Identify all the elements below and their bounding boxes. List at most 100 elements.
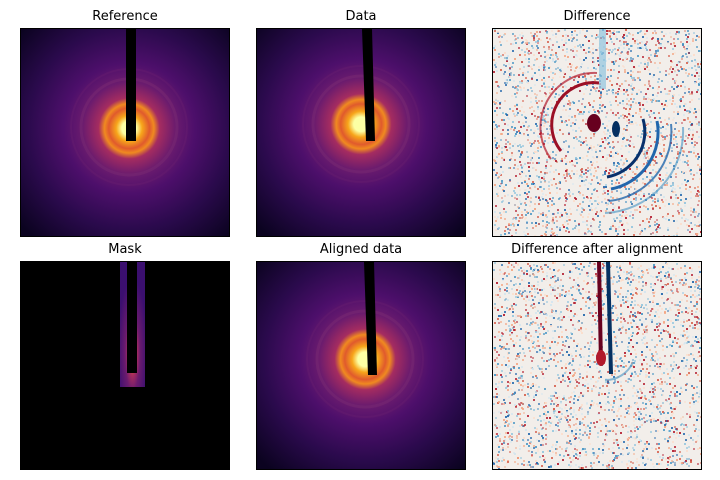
noise-speckle xyxy=(688,307,690,309)
noise-speckle xyxy=(618,398,620,400)
noise-speckle xyxy=(676,133,678,135)
noise-speckle xyxy=(681,391,683,393)
noise-speckle xyxy=(652,373,654,375)
noise-speckle xyxy=(686,41,688,43)
noise-speckle xyxy=(618,329,620,331)
noise-speckle xyxy=(547,450,549,452)
noise-speckle xyxy=(573,315,575,317)
noise-speckle xyxy=(599,402,601,404)
beamstop xyxy=(364,262,377,375)
noise-speckle xyxy=(670,407,672,409)
noise-speckle xyxy=(620,190,622,192)
noise-speckle xyxy=(546,360,548,362)
noise-speckle xyxy=(591,400,593,402)
noise-speckle xyxy=(546,221,548,223)
noise-speckle xyxy=(543,377,545,379)
noise-speckle xyxy=(626,160,628,162)
noise-speckle xyxy=(501,339,503,341)
noise-speckle xyxy=(672,340,674,342)
noise-speckle xyxy=(620,159,622,161)
noise-speckle xyxy=(565,37,567,39)
noise-speckle xyxy=(690,173,692,175)
noise-speckle xyxy=(660,127,662,129)
noise-speckle xyxy=(549,92,551,94)
noise-speckle xyxy=(615,291,617,293)
panel-title-difference: Difference xyxy=(563,9,631,24)
noise-speckle xyxy=(654,160,656,162)
noise-speckle xyxy=(575,433,577,435)
noise-speckle xyxy=(637,32,639,34)
noise-speckle xyxy=(596,190,598,192)
noise-speckle xyxy=(570,337,572,339)
noise-speckle xyxy=(637,43,639,45)
noise-speckle xyxy=(588,265,590,267)
noise-speckle xyxy=(537,42,539,44)
noise-speckle xyxy=(517,277,519,279)
noise-speckle xyxy=(555,402,557,404)
noise-speckle xyxy=(498,53,500,55)
noise-speckle xyxy=(519,82,521,84)
noise-speckle xyxy=(538,162,540,164)
noise-speckle xyxy=(583,49,585,51)
noise-speckle xyxy=(675,367,677,369)
noise-speckle xyxy=(603,215,605,217)
noise-speckle xyxy=(652,37,654,39)
noise-speckle xyxy=(559,227,561,229)
noise-speckle xyxy=(568,293,570,295)
noise-speckle xyxy=(695,311,697,313)
noise-speckle xyxy=(497,188,499,190)
noise-speckle xyxy=(643,387,645,389)
noise-speckle xyxy=(633,275,635,277)
noise-speckle xyxy=(527,315,529,317)
noise-speckle xyxy=(623,167,625,169)
noise-speckle xyxy=(593,109,595,111)
noise-speckle xyxy=(644,30,646,32)
noise-speckle xyxy=(495,457,497,459)
noise-speckle xyxy=(556,226,558,228)
noise-speckle xyxy=(620,415,622,417)
noise-speckle xyxy=(566,216,568,218)
noise-speckle xyxy=(493,412,495,414)
noise-speckle xyxy=(620,217,622,219)
noise-speckle xyxy=(587,342,589,344)
noise-speckle xyxy=(634,231,636,233)
noise-speckle xyxy=(502,347,504,349)
panel-aligned-data: Aligned data xyxy=(256,241,466,471)
noise-speckle xyxy=(563,316,565,318)
noise-speckle xyxy=(587,197,589,199)
noise-speckle xyxy=(550,71,552,73)
noise-speckle xyxy=(625,380,627,382)
noise-speckle xyxy=(524,209,526,211)
noise-speckle xyxy=(686,62,688,64)
noise-speckle xyxy=(616,442,618,444)
noise-speckle xyxy=(534,59,536,61)
noise-speckle xyxy=(574,123,576,125)
noise-speckle xyxy=(548,76,550,78)
noise-speckle xyxy=(675,319,677,321)
noise-speckle xyxy=(592,315,594,317)
noise-speckle xyxy=(571,164,573,166)
noise-speckle xyxy=(552,197,554,199)
noise-speckle xyxy=(519,445,521,447)
noise-speckle xyxy=(518,207,520,209)
noise-speckle xyxy=(684,267,686,269)
noise-speckle xyxy=(611,183,613,185)
noise-speckle xyxy=(618,406,620,408)
noise-speckle xyxy=(674,341,676,343)
noise-speckle xyxy=(694,75,696,77)
noise-speckle xyxy=(615,60,617,62)
noise-speckle xyxy=(621,155,623,157)
noise-speckle xyxy=(609,169,611,171)
noise-speckle xyxy=(568,316,570,318)
noise-speckle xyxy=(627,346,629,348)
noise-speckle xyxy=(499,173,501,175)
noise-speckle xyxy=(503,64,505,66)
noise-speckle xyxy=(579,376,581,378)
noise-speckle xyxy=(551,457,553,459)
noise-speckle xyxy=(495,205,497,207)
noise-speckle xyxy=(559,76,561,78)
noise-speckle xyxy=(632,395,634,397)
noise-speckle xyxy=(611,429,613,431)
noise-speckle xyxy=(508,167,510,169)
noise-speckle xyxy=(515,316,517,318)
